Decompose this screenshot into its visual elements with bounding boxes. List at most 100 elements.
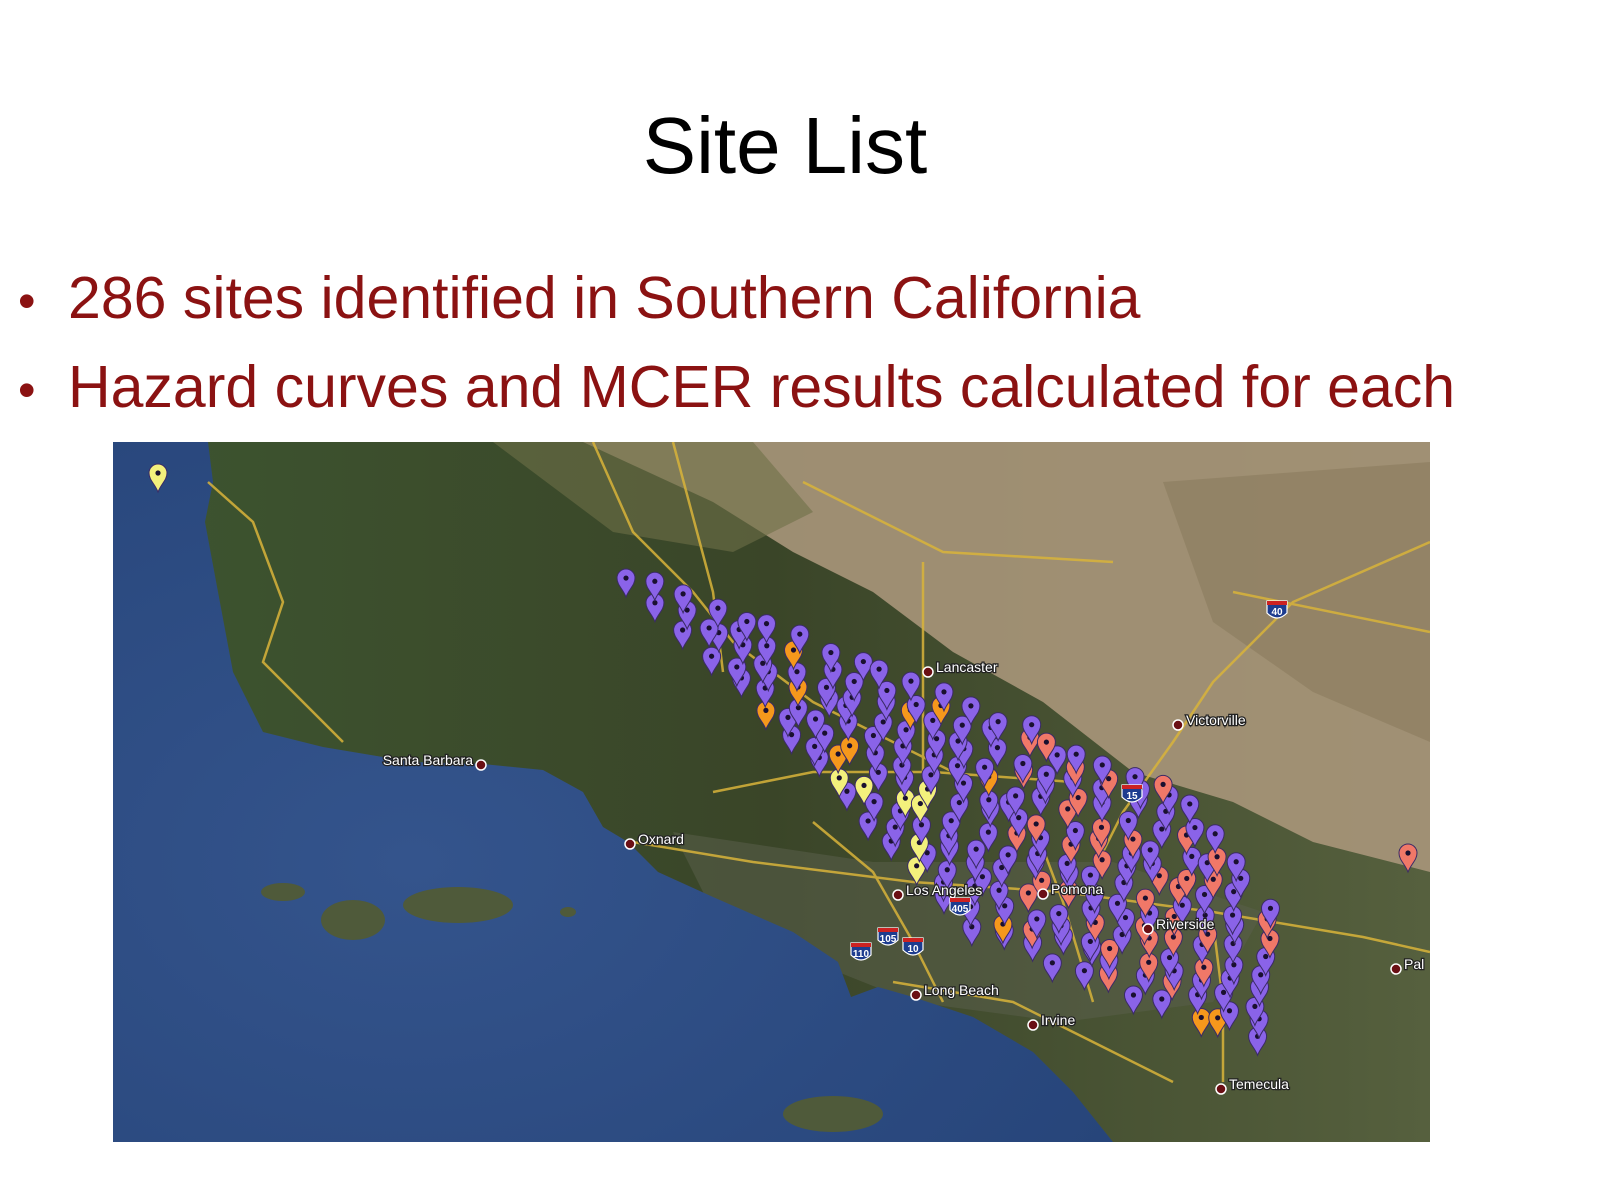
highway-shield-icon: 15 [1121,784,1143,803]
site-pin[interactable] [1036,732,1056,763]
city-marker: Riverside [1142,915,1216,935]
site-pin[interactable] [1205,824,1225,855]
site-pin[interactable] [1036,764,1056,795]
site-pin[interactable] [1135,888,1155,919]
site-pin[interactable] [1107,893,1127,924]
site-pin[interactable] [805,736,825,767]
site-pin[interactable] [790,624,810,655]
site-pin[interactable] [1123,985,1143,1016]
site-pin[interactable] [1125,767,1145,798]
city-label: Lancaster [936,659,998,675]
city-label: Long Beach [924,982,999,998]
bullet-text: 286 sites identified in Southern Califor… [68,265,1141,331]
site-pin[interactable] [737,611,757,642]
city-marker: Lancaster [922,658,999,678]
highway-shield-icon: 40 [1266,600,1288,619]
site-pin[interactable] [1022,715,1042,746]
site-pin[interactable] [877,680,897,711]
svg-text:40: 40 [1271,607,1283,618]
city-marker: Pomona [1037,880,1105,900]
site-pin[interactable] [1042,953,1062,984]
site-pin[interactable] [998,845,1018,876]
city-label: Temecula [1229,1076,1289,1092]
site-pin[interactable] [616,568,636,599]
city-marker: Victorville [1172,711,1247,731]
site-pin[interactable] [906,694,926,725]
site-pin[interactable] [1066,744,1086,775]
site-pin[interactable] [1013,753,1033,784]
site-pin[interactable] [727,657,747,688]
site-pin[interactable] [961,696,981,727]
site-pin[interactable] [934,682,954,713]
city-marker: Santa Barbara [381,751,487,771]
site-pin[interactable] [1032,870,1052,901]
site-pin[interactable] [816,677,836,708]
site-pin[interactable] [1153,774,1173,805]
bullet-list: • 286 sites identified in Southern Califo… [18,255,1455,433]
site-pin[interactable] [1226,852,1246,883]
site-pin[interactable] [941,811,961,842]
site-pin[interactable] [1195,884,1215,915]
site-pin[interactable] [1026,814,1046,845]
site-pin[interactable] [1118,810,1138,841]
site-pin[interactable] [1152,989,1172,1020]
desert-highlands [1163,462,1430,742]
site-pin[interactable] [821,643,841,673]
site-map: Santa Barbara Oxnard Lancaster Victorville L… [113,442,1430,1142]
site-pin[interactable] [1185,818,1205,848]
site-pin[interactable] [901,671,921,702]
city-label: Santa Barbara [383,752,473,768]
site-pin[interactable] [1180,794,1200,825]
site-pin[interactable] [1080,865,1100,896]
site-pin[interactable] [952,715,972,746]
site-pin[interactable] [1027,909,1047,940]
site-pin[interactable] [1100,939,1120,969]
site-pin[interactable] [806,709,826,740]
city-label: Irvine [1041,1012,1075,1028]
highway-shield-icon: 105 [877,927,899,946]
site-pin[interactable] [148,463,168,494]
site-pin[interactable] [854,775,874,806]
ocean [113,442,1113,1142]
site-pin[interactable] [1047,745,1067,776]
city-label: Los Angeles [906,882,982,898]
site-pin[interactable] [815,723,835,754]
site-pin[interactable] [1177,868,1197,899]
site-pin[interactable] [1092,755,1112,786]
site-pin[interactable] [966,839,986,870]
site-pin[interactable] [645,571,665,602]
bullet-item: • Hazard curves and MCER results calculat… [18,344,1455,433]
site-pin[interactable] [840,736,860,767]
svg-text:105: 105 [880,934,897,945]
site-pin[interactable] [864,792,884,823]
bullet-icon: • [18,273,36,329]
site-pin[interactable] [1074,961,1094,992]
svg-text:405: 405 [952,904,969,915]
bullet-icon: • [18,362,36,418]
site-pin[interactable] [757,614,777,645]
site-pin[interactable] [1260,898,1280,929]
site-pin[interactable] [673,584,693,615]
site-pin[interactable] [988,712,1008,743]
site-pin[interactable] [1140,840,1160,871]
site-pin[interactable] [708,598,728,629]
site-pin[interactable] [1006,786,1026,817]
site-pin[interactable] [863,725,883,756]
site-pin[interactable] [869,659,889,690]
site-pin[interactable] [921,765,941,796]
site-pin[interactable] [699,618,719,649]
channel-islands [261,883,883,1132]
site-pin[interactable] [1049,904,1069,935]
site-pin[interactable] [1191,1007,1211,1038]
site-pin[interactable] [858,811,878,842]
site-pin[interactable] [1018,883,1038,914]
site-pin[interactable] [1398,843,1418,874]
site-pin[interactable] [844,671,864,702]
site-pin[interactable] [702,646,722,677]
svg-text:10: 10 [907,944,919,955]
highway-shields: 40 15 405 10 105 110 [850,600,1288,961]
city-marker: Temecula [1215,1075,1290,1095]
city-marker: Long Beach [910,981,1000,1001]
site-pin[interactable] [975,757,995,788]
site-pin[interactable] [1065,821,1085,851]
